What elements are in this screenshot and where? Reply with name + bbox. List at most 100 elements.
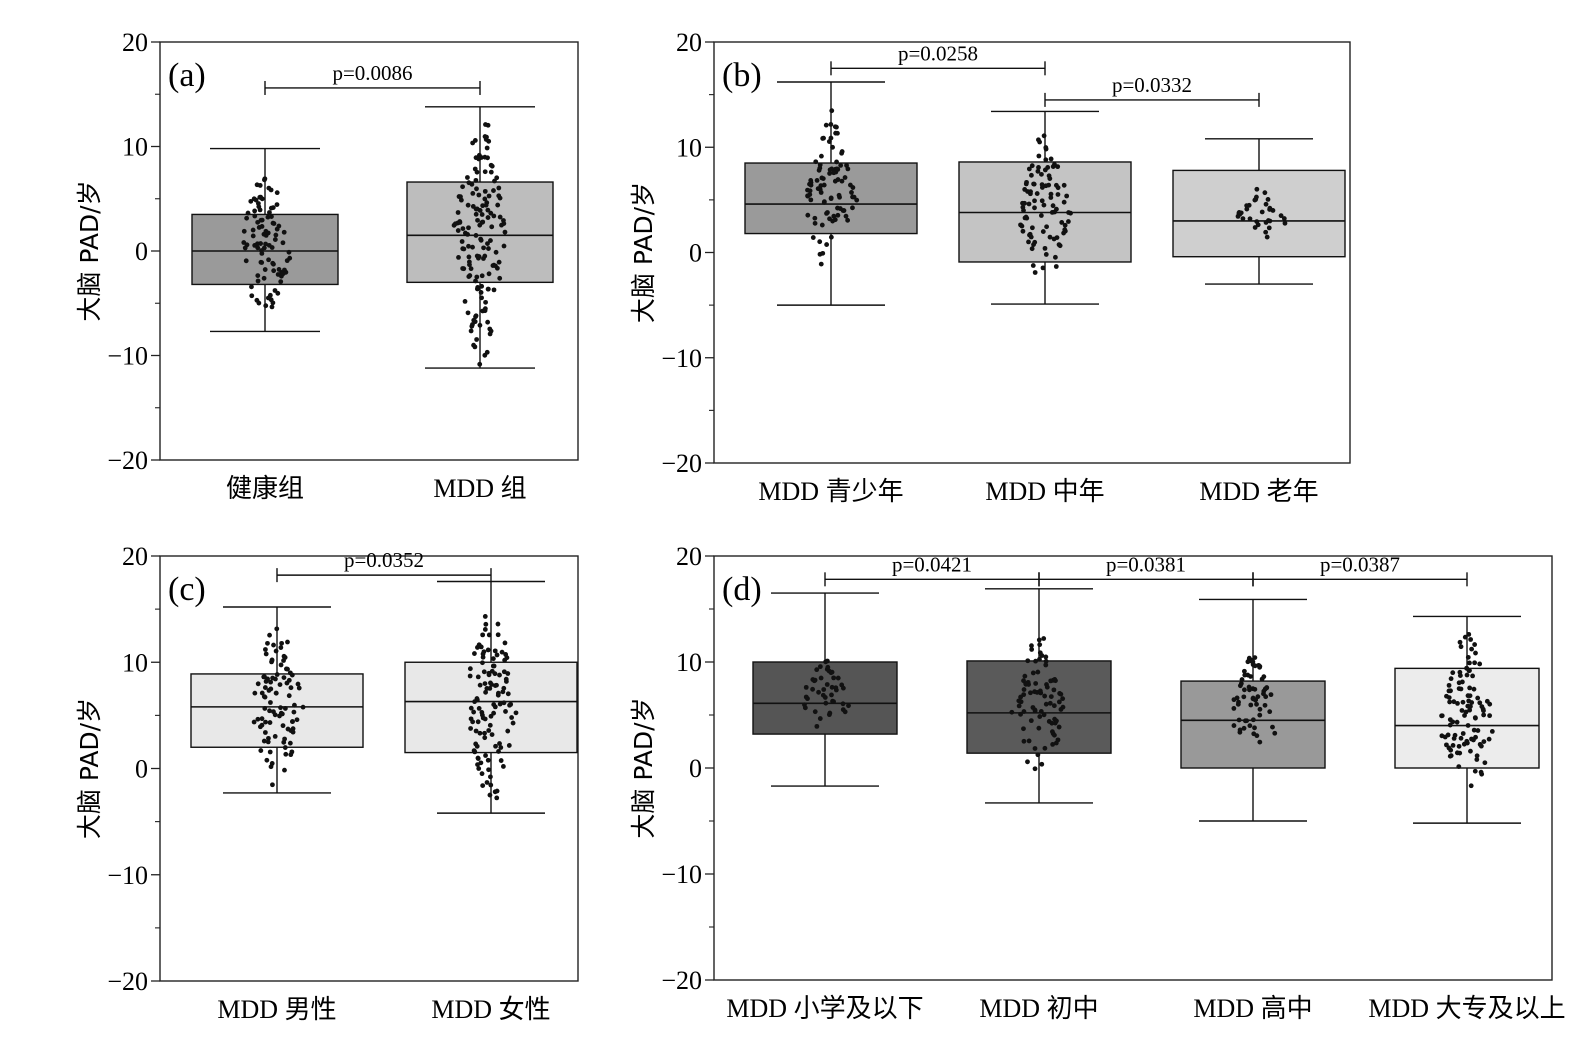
data-point: [1463, 709, 1469, 715]
data-point: [1246, 684, 1252, 690]
data-point: [850, 205, 855, 211]
data-point: [1259, 209, 1265, 215]
data-point: [488, 680, 493, 686]
data-point: [271, 268, 277, 274]
data-point: [482, 188, 488, 194]
data-point: [503, 652, 509, 657]
data-point: [1032, 239, 1038, 245]
data-point: [261, 694, 267, 700]
data-point: [1022, 673, 1028, 679]
data-point: [810, 235, 816, 240]
data-point: [479, 212, 485, 217]
data-point: [267, 210, 272, 215]
panel-d: 20 10 0 −10 −20 大脑 PAD/岁 (d) MDD 小学及以下 MDD 初中 MDD…: [629, 542, 1566, 1023]
data-point: [1472, 768, 1478, 774]
panel-c: 20 10 0 −10 −20 大脑 PAD/岁 (c) MDD 男性 MDD 女性 p=0.03…: [75, 542, 579, 1024]
data-point: [850, 194, 855, 200]
data-point: [1021, 738, 1027, 744]
data-point: [476, 705, 482, 711]
data-point: [497, 214, 503, 220]
data-point: [1457, 673, 1463, 679]
data-point: [507, 702, 512, 708]
data-point: [1020, 204, 1026, 210]
data-point: [1231, 706, 1237, 711]
data-point: [1245, 659, 1251, 665]
data-point: [827, 216, 832, 222]
data-point: [501, 700, 507, 706]
data-point: [1442, 734, 1448, 740]
data-point: [1467, 693, 1473, 699]
data-point: [294, 717, 300, 723]
data-point: [1241, 725, 1247, 731]
data-point: [1029, 246, 1035, 252]
data-point: [831, 699, 836, 705]
data-point: [1470, 673, 1476, 679]
data-point: [1054, 718, 1059, 724]
data-point: [802, 705, 808, 711]
data-point: [1055, 192, 1061, 197]
data-point: [1460, 731, 1466, 736]
data-point: [837, 206, 843, 211]
data-point: [513, 710, 519, 716]
data-point: [1234, 695, 1240, 701]
data-point: [279, 640, 285, 646]
data-point: [1049, 729, 1055, 735]
data-point: [1028, 234, 1034, 240]
data-point: [475, 674, 481, 680]
data-point: [828, 234, 834, 240]
data-point: [812, 220, 818, 226]
data-point: [1455, 700, 1460, 706]
data-point: [258, 241, 264, 246]
data-point: [475, 719, 481, 725]
data-point: [1043, 654, 1049, 660]
data-point: [498, 758, 504, 763]
data-point: [502, 657, 508, 663]
data-point: [488, 774, 493, 780]
data-point: [1043, 701, 1049, 707]
data-point: [474, 696, 480, 701]
data-point: [510, 720, 516, 726]
data-point: [269, 304, 275, 310]
data-point: [1244, 203, 1250, 209]
data-point: [483, 299, 488, 305]
data-point: [1016, 698, 1022, 704]
data-point: [249, 284, 254, 290]
data-point: [473, 233, 479, 238]
y-tick-label: 0: [135, 755, 148, 784]
data-point: [829, 166, 835, 172]
data-point: [1031, 181, 1037, 187]
data-point: [486, 767, 491, 773]
data-point: [465, 232, 470, 237]
data-point: [492, 648, 498, 654]
data-point: [1050, 741, 1056, 747]
data-point: [1028, 690, 1033, 696]
data-point: [1482, 760, 1488, 766]
data-point: [832, 124, 838, 130]
data-point: [813, 159, 819, 165]
data-point: [285, 666, 290, 672]
data-point: [1056, 724, 1062, 730]
data-point: [470, 190, 476, 196]
data-point: [495, 692, 501, 698]
data-point: [470, 244, 475, 250]
data-point: [252, 213, 258, 219]
data-point: [1060, 696, 1066, 702]
data-point: [838, 162, 844, 168]
data-point: [268, 764, 274, 770]
data-point: [281, 658, 286, 663]
data-point: [282, 267, 287, 273]
data-point: [263, 651, 269, 657]
data-point: [479, 283, 485, 289]
data-point: [261, 738, 267, 744]
data-point: [1253, 697, 1259, 703]
data-point: [243, 258, 249, 264]
box-iqr: [1172, 169, 1346, 258]
panel-label: (c): [168, 571, 206, 608]
data-point: [480, 219, 486, 225]
data-point: [823, 122, 829, 128]
data-point: [1257, 706, 1263, 712]
data-point: [272, 712, 278, 718]
data-point: [487, 686, 493, 691]
data-point: [473, 314, 478, 320]
data-point: [491, 663, 497, 669]
